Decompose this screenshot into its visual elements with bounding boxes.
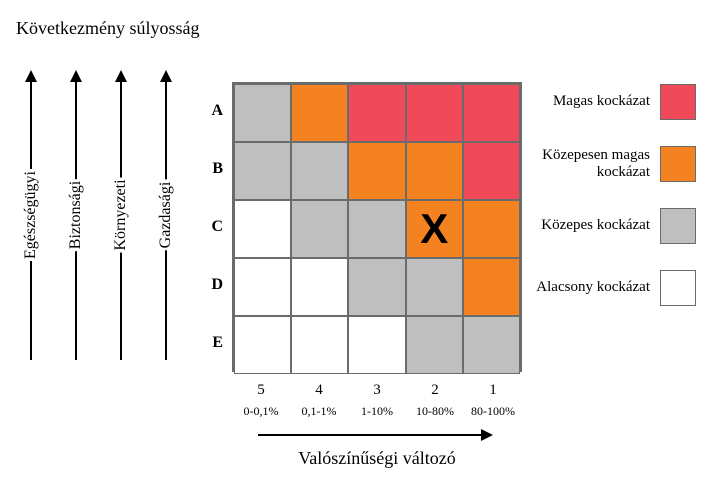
matrix-cell <box>234 258 291 316</box>
probability-title: Valószínűségi változó <box>232 448 522 469</box>
matrix-cell-marker: X <box>406 200 463 258</box>
matrix-row <box>234 142 520 200</box>
legend-swatch <box>660 270 696 306</box>
matrix-cell <box>406 142 463 200</box>
x-num: 3 <box>348 382 406 399</box>
axis-economic-label: Gazdasági <box>157 180 175 251</box>
matrix-cell <box>348 316 405 374</box>
matrix-cell <box>406 316 463 374</box>
matrix-cell <box>234 84 291 142</box>
axis-health-label: Egészségügyi <box>22 169 40 261</box>
legend-item: Magas kockázat <box>536 84 696 120</box>
matrix-cell <box>291 316 348 374</box>
x-num: 2 <box>406 382 464 399</box>
matrix-cell <box>291 200 348 258</box>
row-label: C <box>195 198 223 256</box>
matrix-cell <box>463 316 520 374</box>
x-range: 1-10% <box>348 404 406 419</box>
legend: Magas kockázat Közepesen magas kockázat Kö… <box>536 84 696 332</box>
x-axis-numbers: 5 4 3 2 1 <box>232 382 522 399</box>
matrix-cell <box>463 84 520 142</box>
matrix-row <box>234 84 520 142</box>
row-label: A <box>195 82 223 140</box>
legend-label: Közepes kockázat <box>536 217 660 234</box>
row-label: E <box>195 314 223 372</box>
axis-environment: Környezeti <box>106 70 136 360</box>
legend-label: Magas kockázat <box>536 93 660 110</box>
x-num: 4 <box>290 382 348 399</box>
legend-label: Alacsony kockázat <box>536 279 660 296</box>
severity-category-arrows: Egészségügyi Biztonsági Környezeti Gazda… <box>16 70 186 370</box>
matrix-cell <box>234 200 291 258</box>
legend-swatch <box>660 84 696 120</box>
axis-safety-label: Biztonsági <box>67 179 85 251</box>
legend-item: Közepesen magas kockázat <box>536 146 696 182</box>
legend-item: Alacsony kockázat <box>536 270 696 306</box>
row-label: B <box>195 140 223 198</box>
legend-item: Közepes kockázat <box>536 208 696 244</box>
x-axis-ranges: 0-0,1% 0,1-1% 1-10% 10-80% 80-100% <box>232 404 522 419</box>
probability-arrow <box>258 428 493 442</box>
row-label: D <box>195 256 223 314</box>
axis-safety: Biztonsági <box>61 70 91 360</box>
matrix-cell <box>348 258 405 316</box>
axis-economic: Gazdasági <box>151 70 181 360</box>
row-labels: A B C D E <box>195 82 223 372</box>
matrix-cell <box>463 142 520 200</box>
matrix-cell <box>291 142 348 200</box>
matrix-cell <box>348 142 405 200</box>
legend-swatch <box>660 208 696 244</box>
matrix-cell <box>348 84 405 142</box>
x-range: 0-0,1% <box>232 404 290 419</box>
matrix-cell <box>348 200 405 258</box>
legend-swatch <box>660 146 696 182</box>
matrix-cell <box>234 316 291 374</box>
matrix-cell <box>406 258 463 316</box>
matrix-cell <box>463 200 520 258</box>
matrix-cell <box>234 142 291 200</box>
matrix-cell <box>406 84 463 142</box>
legend-label: Közepesen magas kockázat <box>536 147 660 182</box>
matrix-cell <box>291 84 348 142</box>
x-num: 1 <box>464 382 522 399</box>
axis-environment-label: Környezeti <box>112 177 130 252</box>
matrix-cell <box>291 258 348 316</box>
matrix-row <box>234 316 520 374</box>
x-range: 0,1-1% <box>290 404 348 419</box>
severity-title: Következmény súlyosság <box>16 18 199 39</box>
matrix-cell <box>463 258 520 316</box>
x-num: 5 <box>232 382 290 399</box>
x-range: 80-100% <box>464 404 522 419</box>
matrix-row: X <box>234 200 520 258</box>
risk-matrix: X <box>232 82 522 372</box>
matrix-row <box>234 258 520 316</box>
x-range: 10-80% <box>406 404 464 419</box>
axis-health: Egészségügyi <box>16 70 46 360</box>
